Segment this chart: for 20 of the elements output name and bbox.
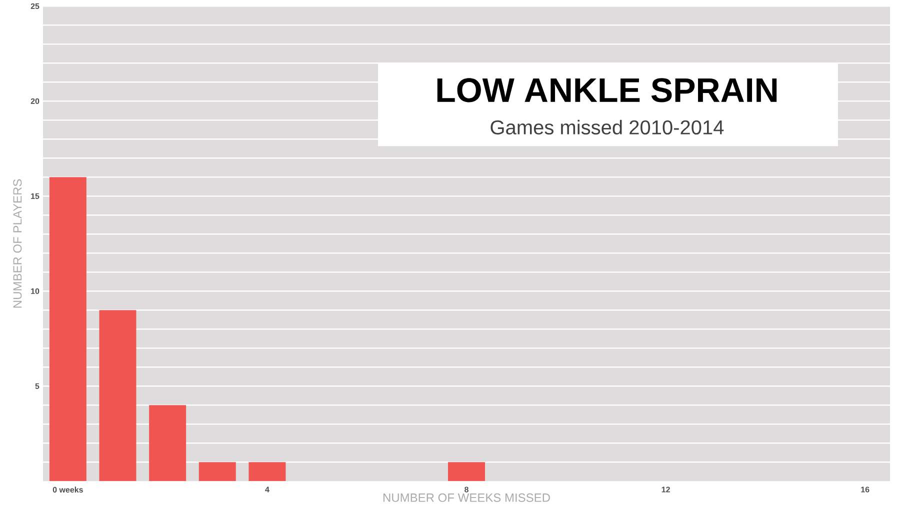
y-tick-label: 10 xyxy=(31,288,40,294)
x-tick-label: 4 xyxy=(265,486,270,492)
x-axis-title: NUMBER OF WEEKS MISSED xyxy=(383,493,550,502)
y-tick-label: 20 xyxy=(30,98,40,104)
bar xyxy=(149,405,186,482)
x-tick-label: 0 weeks xyxy=(52,486,83,492)
y-tick-label: 25 xyxy=(30,3,40,9)
x-tick-label: 16 xyxy=(861,486,870,492)
x-tick-label: 8 xyxy=(464,486,468,492)
text: LOW ANKLE SPRAIN xyxy=(437,78,777,102)
x-tick-label: 12 xyxy=(662,486,670,492)
bar xyxy=(448,462,486,482)
bar xyxy=(198,462,236,482)
y-tick-label: 15 xyxy=(31,193,40,199)
bar xyxy=(49,177,86,482)
y-tick-label: 5 xyxy=(35,383,40,389)
y-axis-title: NUMBER OF PLAYERS xyxy=(13,179,22,308)
bar xyxy=(99,310,136,482)
bar xyxy=(248,462,286,482)
text: Games missed 2010-2014 xyxy=(490,120,724,134)
